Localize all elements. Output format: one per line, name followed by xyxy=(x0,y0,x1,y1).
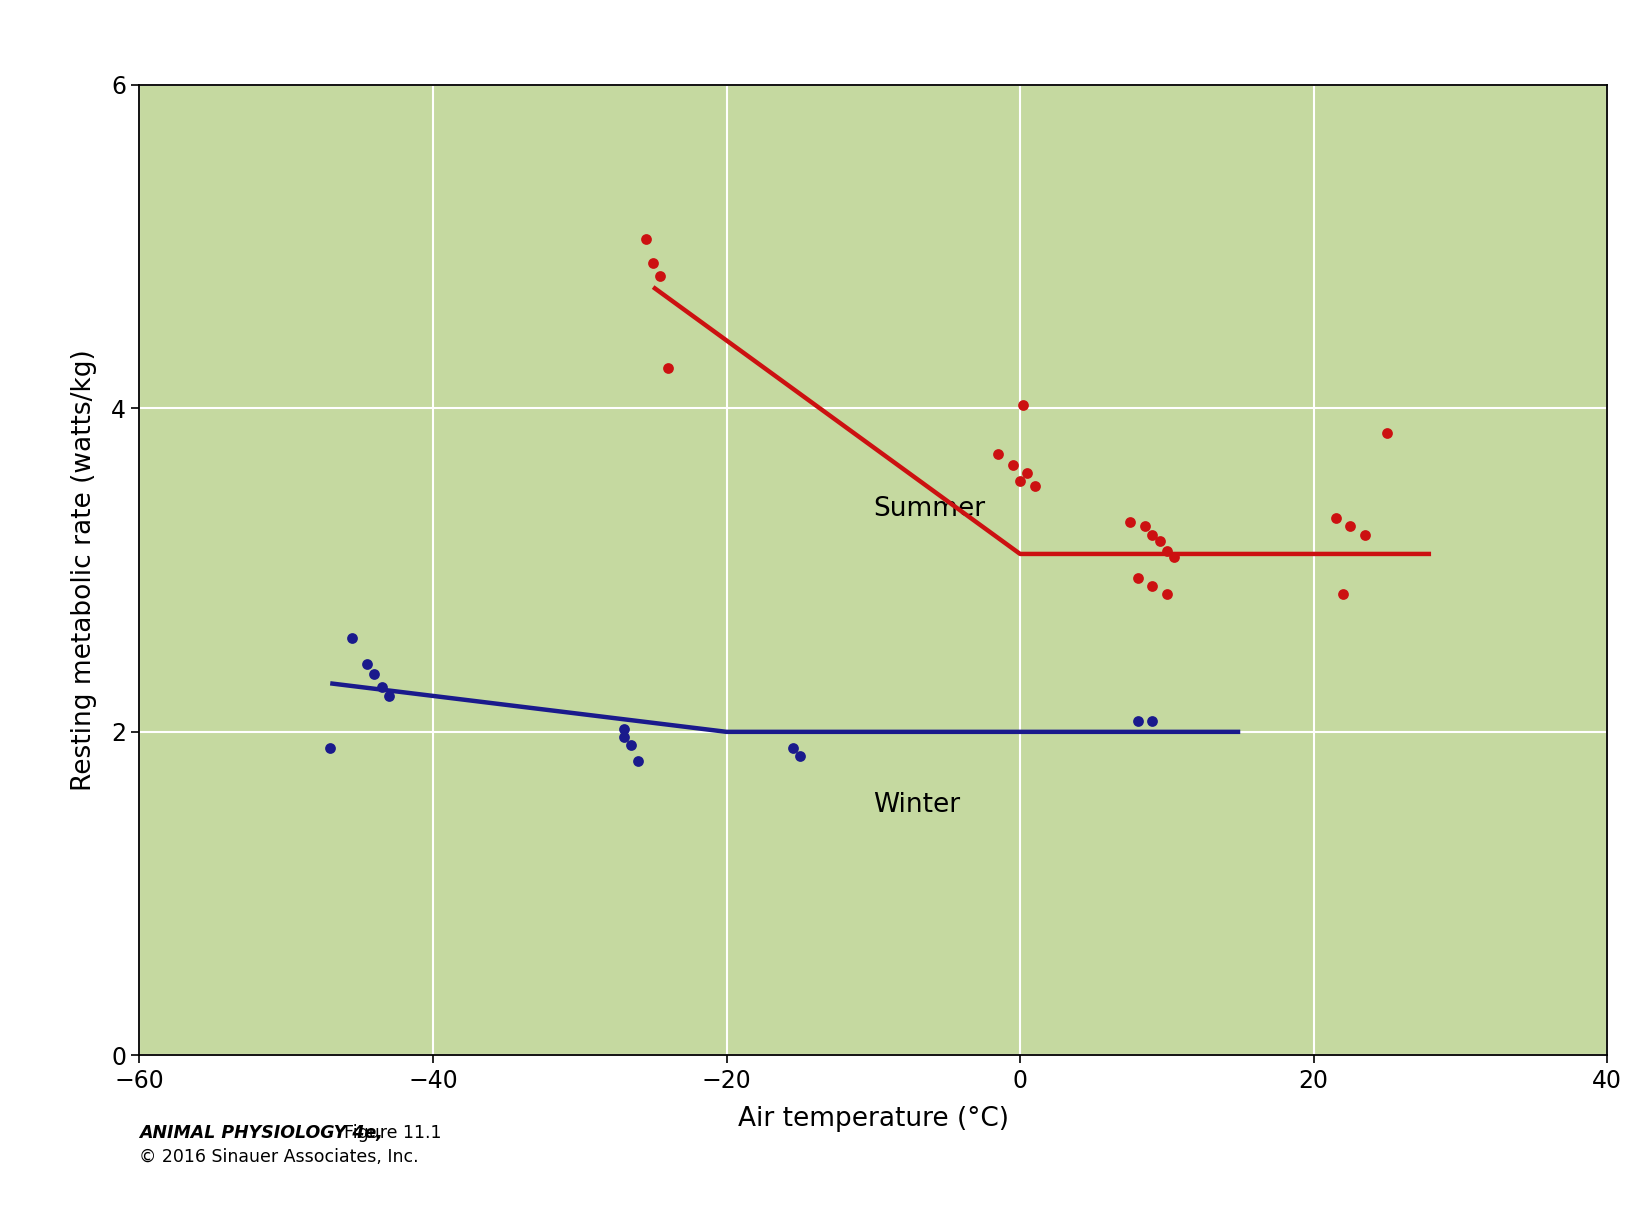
Point xyxy=(1131,517,1157,536)
Point xyxy=(1021,477,1047,496)
Point xyxy=(354,654,380,673)
Point xyxy=(1373,423,1400,443)
Point xyxy=(1116,512,1142,531)
Text: © 2016 Sinauer Associates, Inc.: © 2016 Sinauer Associates, Inc. xyxy=(139,1147,420,1166)
Point xyxy=(1124,569,1151,588)
Point xyxy=(339,628,365,648)
Point xyxy=(787,746,813,765)
Point xyxy=(361,664,387,683)
Point xyxy=(1329,585,1355,604)
Point xyxy=(654,358,680,377)
Point xyxy=(639,254,665,273)
Point xyxy=(633,229,659,249)
Text: Winter: Winter xyxy=(872,792,960,818)
Point xyxy=(369,677,395,696)
Point xyxy=(316,739,343,758)
Point xyxy=(1160,547,1187,566)
Point xyxy=(610,727,636,746)
Point xyxy=(1351,525,1377,545)
Point xyxy=(647,266,674,285)
Point xyxy=(985,444,1011,463)
Point xyxy=(1139,711,1165,730)
Point xyxy=(1152,541,1178,560)
Point xyxy=(1006,472,1033,491)
Point xyxy=(1146,531,1172,551)
X-axis label: Air temperature (°C): Air temperature (°C) xyxy=(738,1106,1008,1133)
Point xyxy=(1124,711,1151,730)
Text: Figure 11.1  Resting metabolic rate as a function of air temperature down to –50: Figure 11.1 Resting metabolic rate as a … xyxy=(16,27,1310,49)
Point xyxy=(1013,463,1039,483)
Point xyxy=(610,719,636,739)
Point xyxy=(1321,508,1347,528)
Point xyxy=(1336,517,1362,536)
Point xyxy=(1139,576,1165,596)
Point xyxy=(1000,455,1026,474)
Point xyxy=(618,735,644,754)
Point xyxy=(1010,395,1036,415)
Point xyxy=(779,739,805,758)
Point xyxy=(1139,525,1165,545)
Point xyxy=(624,751,651,770)
Point xyxy=(1152,585,1178,604)
Text: ANIMAL PHYSIOLOGY 4e,: ANIMAL PHYSIOLOGY 4e, xyxy=(139,1123,384,1141)
Y-axis label: Resting metabolic rate (watts/kg): Resting metabolic rate (watts/kg) xyxy=(70,349,97,791)
Point xyxy=(375,687,402,706)
Text: Summer: Summer xyxy=(872,496,985,522)
Text: Figure 11.1: Figure 11.1 xyxy=(333,1123,441,1141)
